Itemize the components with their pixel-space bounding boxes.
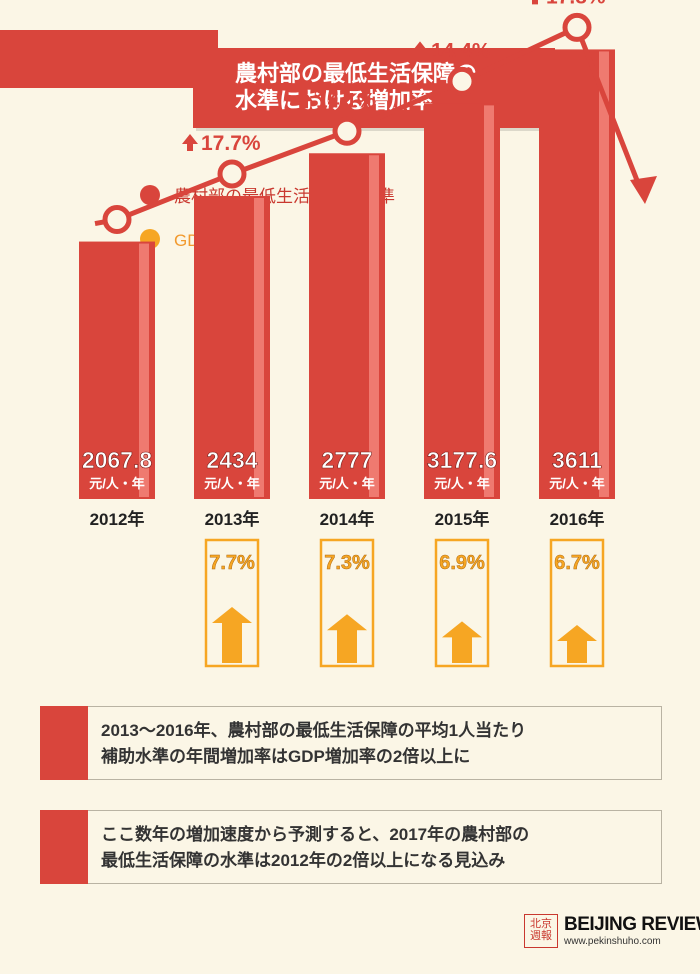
bar-value-label: 2434 bbox=[206, 447, 257, 473]
x-tick-label: 2012年 bbox=[90, 509, 145, 529]
bar-unit-label: 元/人・年 bbox=[549, 476, 605, 491]
growth-up-arrow-icon bbox=[412, 41, 428, 59]
growth-label: 14.1% bbox=[316, 89, 376, 112]
x-tick-label: 2015年 bbox=[435, 509, 490, 529]
chart: 2067.8 元/人・年 2012年 2434 元/人・年 2013年 2777 元/人・年 2… bbox=[79, 0, 657, 668]
logo-mark-text: 北京 週報 bbox=[530, 917, 552, 942]
gdp-box bbox=[434, 538, 490, 668]
bar-unit-label: 元/人・年 bbox=[434, 476, 490, 491]
gdp-value-label: 7.3% bbox=[324, 552, 370, 574]
gdp-up-arrow-icon bbox=[557, 625, 597, 663]
x-tick-label: 2013年 bbox=[205, 509, 260, 529]
bar-highlight bbox=[484, 105, 494, 498]
bar-value-label: 3611 bbox=[552, 447, 602, 473]
trend-point bbox=[562, 12, 592, 42]
title-accent-block bbox=[0, 30, 218, 88]
note-box-2: ここ数年の増加速度から予測すると、2017年の農村部の 最低生活保障の水準は20… bbox=[40, 810, 662, 884]
trend-point bbox=[102, 205, 132, 235]
logo-url: www.pekinshuho.com bbox=[564, 936, 661, 947]
growth-label: 17.8% bbox=[546, 0, 606, 8]
gdp-box bbox=[204, 538, 260, 668]
bar-highlight bbox=[369, 155, 379, 498]
bar-unit-label: 元/人・年 bbox=[319, 476, 375, 491]
trend-arrow-head bbox=[630, 176, 657, 204]
growth-up-arrow-icon bbox=[532, 0, 538, 5]
legend-red-dot bbox=[140, 184, 160, 205]
bar-value-label: 2067.8 bbox=[82, 447, 153, 473]
gdp-box bbox=[549, 538, 605, 668]
gdp-value-label: 7.7% bbox=[209, 552, 255, 574]
bar-highlight bbox=[139, 243, 149, 497]
bar-value-label: 2777 bbox=[321, 447, 372, 473]
gdp-up-arrow-icon bbox=[442, 621, 482, 663]
logo-mark: 北京 週報 bbox=[524, 914, 558, 948]
note-text-2: ここ数年の増加速度から予測すると、2017年の農村部の 最低生活保障の水準は20… bbox=[101, 825, 530, 870]
gdp-value-label: 6.7% bbox=[554, 552, 600, 574]
trend-point bbox=[332, 116, 362, 146]
gdp-value-label: 6.9% bbox=[439, 552, 485, 574]
logo-name: BEIJING REVIEW bbox=[564, 914, 700, 935]
gdp-up-arrow-icon bbox=[327, 614, 367, 663]
growth-up-arrow-icon bbox=[182, 133, 198, 151]
trend-point bbox=[447, 66, 477, 96]
bar-highlight bbox=[599, 51, 609, 497]
trend-point bbox=[217, 159, 247, 189]
note-box-1: 2013～2016年、農村部の最低生活保障の平均1人当たり 補助水準の年間増加率… bbox=[40, 706, 662, 780]
growth-label: 14.4% bbox=[431, 39, 491, 62]
bar-value-label: 3177.6 bbox=[427, 447, 497, 473]
bar-unit-label: 元/人・年 bbox=[89, 476, 145, 491]
note-accent-bar bbox=[40, 706, 88, 780]
bar-unit-label: 元/人・年 bbox=[204, 476, 260, 491]
gdp-up-arrow-icon bbox=[212, 607, 252, 663]
note-accent-bar bbox=[40, 810, 88, 884]
x-tick-label: 2014年 bbox=[320, 509, 375, 529]
growth-up-arrow-icon bbox=[297, 91, 313, 109]
gdp-box bbox=[319, 538, 375, 668]
note-text-1: 2013～2016年、農村部の最低生活保障の平均1人当たり 補助水準の年間増加率… bbox=[101, 721, 527, 766]
growth-label: 17.7% bbox=[201, 132, 261, 155]
x-tick-label: 2016年 bbox=[550, 509, 605, 529]
bar-highlight bbox=[254, 197, 264, 498]
